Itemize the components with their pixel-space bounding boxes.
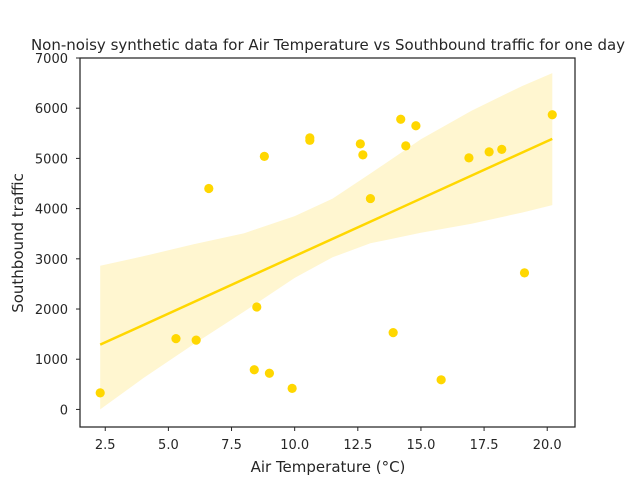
y-axis-label: Southbound traffic bbox=[9, 173, 27, 313]
data-point bbox=[484, 147, 494, 157]
data-point bbox=[358, 150, 368, 160]
data-point bbox=[547, 110, 557, 120]
data-point bbox=[401, 141, 411, 151]
data-point bbox=[305, 135, 315, 145]
x-tick-label: 12.5 bbox=[343, 438, 372, 453]
points-layer bbox=[95, 110, 557, 398]
data-point bbox=[191, 335, 201, 345]
x-tick-label: 2.5 bbox=[95, 438, 116, 453]
x-tick-label: 20.0 bbox=[533, 438, 562, 453]
data-point bbox=[287, 383, 297, 393]
y-tick-label: 4000 bbox=[35, 203, 68, 218]
x-axis-ticks: 2.5 5.0 7.5 10.0 12.5 15.0 17.5 20.0 bbox=[95, 427, 562, 453]
data-point bbox=[464, 153, 474, 163]
data-point bbox=[95, 388, 105, 398]
data-point bbox=[204, 183, 214, 194]
chart-title: Non-noisy synthetic data for Air Tempera… bbox=[31, 36, 625, 54]
data-point bbox=[365, 193, 376, 204]
x-axis-label: Air Temperature (°C) bbox=[251, 458, 406, 476]
data-point bbox=[259, 151, 269, 161]
x-tick-label: 10.0 bbox=[280, 438, 309, 453]
y-tick-label: 0 bbox=[60, 403, 68, 418]
y-axis-ticks: 0 1000 2000 3000 4000 5000 6000 7000 bbox=[35, 52, 80, 418]
data-point bbox=[249, 365, 259, 375]
data-point bbox=[497, 144, 507, 154]
regression-line-layer bbox=[99, 137, 553, 346]
x-tick-label: 5.0 bbox=[158, 438, 179, 453]
data-point bbox=[519, 268, 530, 278]
y-tick-label: 2000 bbox=[35, 303, 68, 318]
x-tick-label: 7.5 bbox=[221, 438, 242, 453]
x-tick-label: 17.5 bbox=[470, 438, 499, 453]
data-point bbox=[388, 328, 398, 338]
y-tick-label: 1000 bbox=[35, 353, 68, 368]
y-tick-label: 5000 bbox=[35, 152, 68, 167]
data-point bbox=[264, 368, 275, 378]
data-point bbox=[396, 114, 406, 124]
y-tick-label: 3000 bbox=[35, 253, 68, 268]
x-tick-label: 15.0 bbox=[406, 438, 435, 453]
data-point bbox=[436, 375, 446, 385]
data-point bbox=[355, 139, 365, 149]
data-point bbox=[411, 121, 421, 131]
data-point bbox=[171, 334, 181, 344]
regression-line bbox=[99, 137, 553, 346]
data-point bbox=[252, 302, 262, 312]
plot-frame bbox=[79, 57, 576, 428]
y-tick-label: 6000 bbox=[35, 102, 68, 117]
y-tick-label: 7000 bbox=[35, 52, 68, 67]
